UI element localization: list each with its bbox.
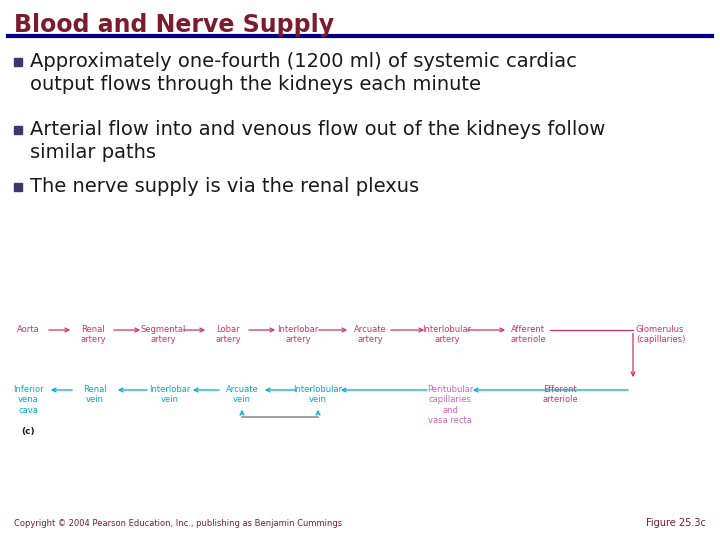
Text: Arterial flow into and venous flow out of the kidneys follow
similar paths: Arterial flow into and venous flow out o… — [30, 120, 606, 163]
Text: Arcuate
artery: Arcuate artery — [354, 325, 387, 345]
Text: Copyright © 2004 Pearson Education, Inc., publishing as Benjamin Cummings: Copyright © 2004 Pearson Education, Inc.… — [14, 519, 342, 528]
Text: Arcuate
vein: Arcuate vein — [225, 385, 258, 404]
Text: (c): (c) — [21, 427, 35, 436]
Text: Peritubular
capillaries
and
vasa recta: Peritubular capillaries and vasa recta — [427, 385, 473, 425]
Bar — [14, 183, 22, 191]
Text: Figure 25.3c: Figure 25.3c — [646, 518, 706, 528]
Text: Interlobular
artery: Interlobular artery — [423, 325, 472, 345]
Text: Renal
artery: Renal artery — [80, 325, 106, 345]
Text: Approximately one-fourth (1200 ml) of systemic cardiac
output flows through the : Approximately one-fourth (1200 ml) of sy… — [30, 52, 577, 94]
Bar — [14, 58, 22, 66]
Text: Aorta: Aorta — [17, 325, 40, 334]
Bar — [14, 126, 22, 134]
Text: Glomerulus
(capillaries): Glomerulus (capillaries) — [636, 325, 685, 345]
Text: Afferent
arteriole: Afferent arteriole — [510, 325, 546, 345]
Text: The nerve supply is via the renal plexus: The nerve supply is via the renal plexus — [30, 177, 419, 196]
Text: Interlobular
vein: Interlobular vein — [294, 385, 343, 404]
Text: Interlobar
vein: Interlobar vein — [149, 385, 191, 404]
Text: Lobar
artery: Lobar artery — [215, 325, 240, 345]
Text: Renal
vein: Renal vein — [84, 385, 107, 404]
Text: Efferent
arteriole: Efferent arteriole — [542, 385, 578, 404]
Text: Inferior
vena
cava: Inferior vena cava — [13, 385, 43, 415]
Text: Segmental
artery: Segmental artery — [140, 325, 186, 345]
Text: Interlobar
artery: Interlobar artery — [277, 325, 319, 345]
Text: Blood and Nerve Supply: Blood and Nerve Supply — [14, 13, 334, 37]
